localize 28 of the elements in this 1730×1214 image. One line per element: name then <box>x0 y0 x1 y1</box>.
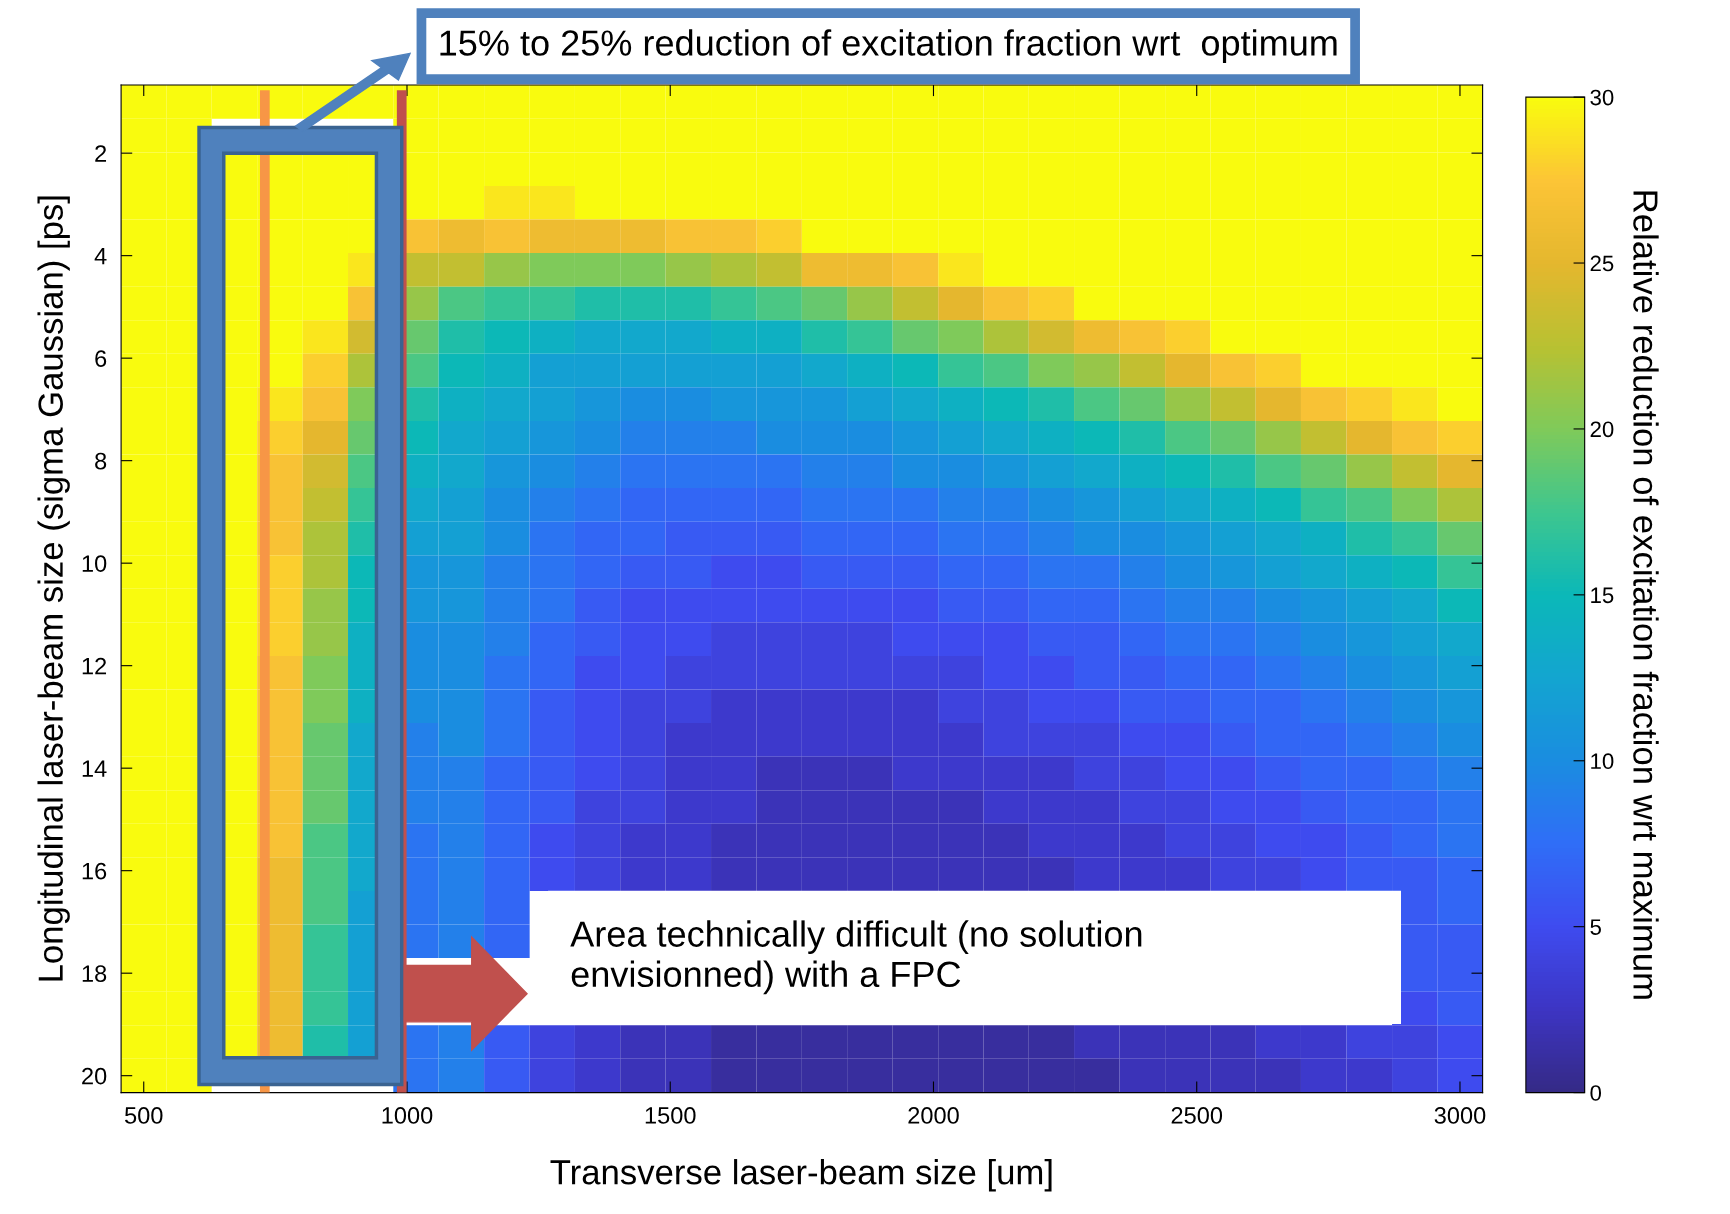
y-tick-label: 20 <box>82 1067 107 1085</box>
color-bar-label: 30 <box>1590 89 1614 106</box>
y-tick-label: 6 <box>95 350 107 367</box>
x-tick-label: 3000 <box>1434 1107 1486 1124</box>
x-tick-label: 1500 <box>645 1107 696 1124</box>
x-tick-label: 2000 <box>908 1107 959 1124</box>
color-bar-label: 10 <box>1591 753 1614 770</box>
color-bar-label: 20 <box>1590 421 1614 438</box>
y-tick-label: 14 <box>82 760 107 777</box>
y-tick-label: 18 <box>82 965 107 982</box>
annotation: Area technically difficult (no solution envisionned) with a FPC <box>570 920 1142 995</box>
y-tick-label: 10 <box>82 555 107 572</box>
y-tick-label: 2 <box>95 145 107 162</box>
y-tick-label: 8 <box>95 452 107 470</box>
y-tick-label: 12 <box>82 657 107 675</box>
x-axis-title: Transverse laser-beam size [um] <box>550 1159 1052 1192</box>
color-bar-label: 25 <box>1590 255 1614 272</box>
color-bar-label: 0 <box>1590 1085 1602 1101</box>
x-tick-label: 500 <box>124 1107 163 1124</box>
x-tick-label: 2500 <box>1171 1107 1223 1124</box>
y-tick-label: 16 <box>82 862 107 880</box>
color-bar-title: Relative reduction of excitation fraction wrt maximum <box>1633 191 1659 999</box>
y-axis-title: Longitudinal laser-beam size (sigma Gaussian) [ps] <box>37 196 70 981</box>
color-bar-label: 5 <box>1590 919 1601 935</box>
color-bar-label: 15 <box>1591 587 1614 604</box>
y-tick-label: 4 <box>94 247 107 265</box>
text: 15% to 25% reduction of excitation fraction wrt optimum <box>440 29 1337 63</box>
x-tick-label: 1000 <box>382 1107 433 1124</box>
